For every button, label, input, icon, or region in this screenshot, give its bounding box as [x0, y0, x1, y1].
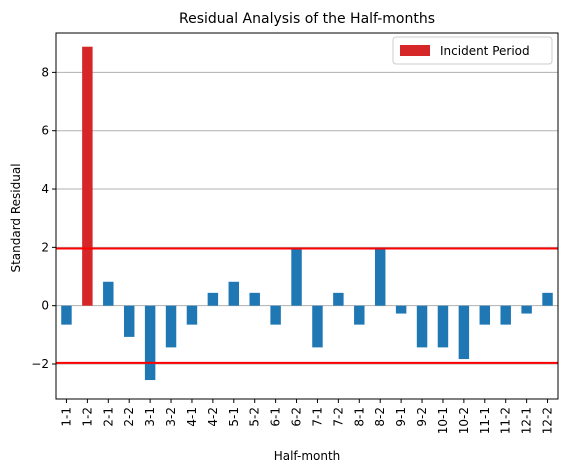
- x-tick-label: 5-1: [227, 407, 241, 427]
- x-tick-label: 5-2: [248, 407, 262, 427]
- bar-4-1: [186, 305, 198, 325]
- bar-1-1: [61, 305, 72, 325]
- x-tick-label: 1-2: [80, 407, 94, 427]
- x-tick-label: 3-2: [164, 407, 178, 427]
- bar-6-1: [270, 305, 281, 325]
- bar-1-2: [82, 46, 93, 306]
- x-tick-label: 4-1: [185, 407, 199, 427]
- bar-10-2: [458, 305, 470, 360]
- legend-box: [392, 36, 553, 65]
- bar-10-1: [437, 305, 449, 348]
- bar-8-1: [354, 305, 365, 325]
- x-tick-label: 2-1: [101, 407, 115, 427]
- bar-12-2: [542, 292, 553, 306]
- y-tick-label: 2: [41, 240, 49, 254]
- bar-5-1: [228, 281, 240, 306]
- x-tick-label: 4-2: [206, 407, 220, 427]
- bar-4-2: [207, 292, 219, 306]
- x-tick-label: 11-2: [499, 407, 513, 434]
- x-tick-label: 6-1: [269, 407, 283, 427]
- bar-3-2: [165, 305, 177, 348]
- bar-9-1: [395, 305, 407, 314]
- legend-swatch-incident-period: [400, 45, 430, 56]
- y-tick-label: −2: [31, 357, 49, 371]
- x-tick-label: 9-1: [394, 407, 408, 427]
- x-tick-label: 3-1: [143, 407, 157, 427]
- bar-11-2: [500, 305, 511, 325]
- x-tick-label: 9-2: [415, 407, 429, 427]
- x-tick-label: 7-2: [331, 407, 345, 427]
- bar-8-2: [374, 248, 386, 306]
- legend: Incident Period: [392, 36, 553, 65]
- bar-2-2: [123, 305, 135, 337]
- bar-5-2: [249, 292, 260, 306]
- y-axis-label: Standard Residual: [9, 163, 23, 272]
- x-axis-ticks: 1-1 1-2 2-1 2-2 3-1 3-2 4-1 4-2 5-1 5-2 6-1 6-2 7-1 7…: [59, 399, 555, 434]
- y-tick-label: 8: [41, 65, 49, 79]
- x-tick-label: 12-1: [520, 407, 534, 434]
- x-tick-label: 10-1: [436, 407, 450, 434]
- x-tick-label: 12-2: [541, 407, 555, 434]
- bar-3-1: [144, 305, 156, 381]
- bar-2-1: [103, 281, 114, 306]
- bar-9-2: [416, 305, 428, 348]
- x-tick-label: 6-2: [290, 407, 304, 427]
- plot-frame: [55, 32, 559, 400]
- y-tick-label: 4: [41, 182, 49, 196]
- y-tick-label: 0: [41, 299, 49, 313]
- x-tick-label: 1-1: [59, 407, 73, 427]
- bar-11-1: [479, 305, 491, 325]
- bars: [61, 46, 553, 381]
- bar-7-1: [312, 305, 323, 348]
- chart-title: Residual Analysis of the Half-months: [179, 11, 435, 27]
- x-tick-label: 8-2: [373, 407, 387, 427]
- y-tick-label: 6: [41, 124, 49, 138]
- bar-12-1: [521, 305, 532, 314]
- legend-label-incident-period: Incident Period: [440, 44, 530, 58]
- x-tick-label: 2-2: [122, 407, 136, 427]
- grid-lines: [56, 71, 558, 365]
- x-tick-label: 11-1: [478, 407, 492, 434]
- x-tick-label: 10-2: [457, 407, 471, 434]
- y-axis-ticks: −2 0 2 4 6 8: [31, 65, 56, 371]
- x-axis-label: Half-month: [274, 449, 341, 463]
- x-tick-label: 8-1: [352, 407, 366, 427]
- x-tick-label: 7-1: [310, 407, 324, 427]
- reference-lines: [56, 247, 558, 364]
- bar-6-2: [291, 248, 302, 306]
- bar-7-2: [333, 292, 344, 306]
